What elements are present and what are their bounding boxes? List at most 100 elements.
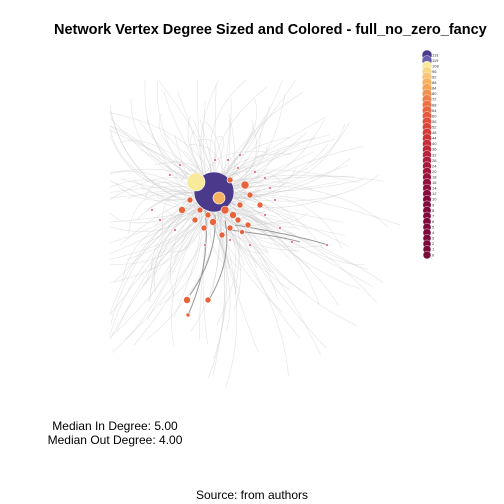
graph-edge [202,208,210,345]
vertex-node [239,229,245,235]
legend-label: 40 [432,141,437,146]
graph-edge [224,197,350,247]
legend-label: 9 [432,202,435,207]
vertex-node [244,221,252,229]
vertex-node [186,196,194,204]
high-degree-node [212,191,226,205]
vertex-node-small [228,238,232,242]
legend-label: 5 [432,225,435,230]
legend-label: 60 [432,113,437,118]
graph-edge [214,84,218,184]
graph-edge-strong [187,209,207,316]
legend-label: 88 [432,80,437,85]
vertex-node-small [325,243,329,247]
legend-label: 84 [432,86,437,91]
graph-edge [218,193,401,226]
graph-edge [162,192,199,234]
vertex-node [204,211,212,219]
vertex-node-small [226,158,230,162]
vertex-node [236,201,244,209]
legend-label: 52 [432,125,437,130]
graph-edge [145,204,220,341]
vertex-node-small [263,176,267,180]
legend-label: 28 [432,158,437,163]
vertex-node [209,218,217,226]
graph-edge [109,134,202,192]
vertex-node-small [236,166,240,170]
legend-label: 12 [432,191,437,196]
vertex-node [191,216,199,224]
vertex-node [183,296,191,304]
graph-edge [202,193,365,266]
graph-edge-strong [229,229,301,243]
legend-label: 20 [432,169,437,174]
vertex-node-small [158,218,162,222]
legend-label: 14 [432,186,437,191]
median-out-degree: Median Out Degree: 4.00 [47,433,183,447]
vertex-node-small [248,243,252,247]
vertex-node [196,206,204,214]
network-edges [109,79,401,388]
graph-edge [213,199,238,388]
graph-edge [215,169,359,183]
vertex-node [185,312,191,318]
vertex-node-small [168,173,172,177]
legend-label: 8 [432,208,435,213]
vertex-node [229,211,237,219]
legend-label: 2 [432,241,435,246]
vertex-node-small [278,226,282,230]
vertex-node-small [273,198,277,202]
vertex-node-small [253,170,257,174]
vertex-node [226,224,234,232]
graph-edge [199,206,293,235]
vertex-node-small [173,228,177,232]
legend-label: 48 [432,130,437,135]
vertex-node-small [203,243,207,247]
vertex-node [218,231,226,239]
legend-label: 119 [432,58,439,63]
graph-edge [110,188,200,324]
graph-edge-strong [209,219,228,299]
chart-title: Network Vertex Degree Sized and Colored … [54,22,487,38]
legend-label: 56 [432,119,437,124]
source-caption: Source: from authors [195,488,309,502]
legend-swatch [422,250,432,260]
legend-label: 36 [432,147,437,152]
legend-label: 131 [432,52,439,57]
vertex-node-small [178,163,182,167]
vertex-node-small [263,213,267,217]
graph-edge [225,208,384,283]
graph-edge [225,196,343,249]
legend-label: 80 [432,91,437,96]
network-nodes [150,153,329,318]
legend-label: 108 [432,63,439,68]
vertex-node [256,201,264,209]
graph-edge [206,192,373,287]
legend-label: 6 [432,219,435,224]
legend-label: 0 [432,252,435,257]
legend-label: 16 [432,180,437,185]
graph-edge [206,202,339,306]
graph-edge [224,200,360,289]
legend-label: 32 [432,152,437,157]
graph-edge [109,111,201,205]
graph-edge [109,112,217,185]
legend-label: 18 [432,175,437,180]
graph-edge [114,188,206,282]
graph-edge [225,188,292,261]
vertex-node [178,206,186,214]
graph-edge [207,196,231,331]
graph-edge [109,170,204,198]
legend-label: 3 [432,236,435,241]
legend-label: 24 [432,163,437,168]
graph-edge [206,174,379,202]
high-degree-node [186,172,206,192]
vertex-node [220,205,230,215]
vertex-node-small [238,153,242,157]
graph-edge [124,189,202,341]
graph-edge [109,198,217,339]
legend-label: 72 [432,97,437,102]
vertex-node [240,180,250,190]
legend-label: 1 [432,247,435,252]
